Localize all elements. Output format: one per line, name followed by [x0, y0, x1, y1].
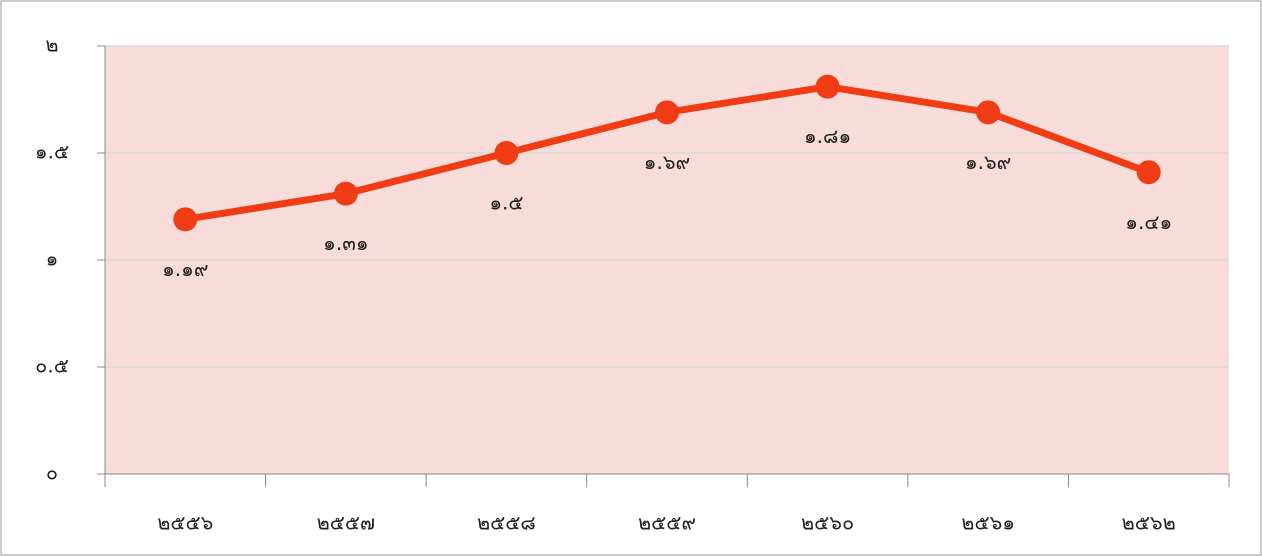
data-label: ๑.๖๙	[965, 150, 1011, 174]
x-tick-label: ๒๕๕๗	[317, 511, 376, 535]
data-point	[815, 74, 840, 99]
y-tick-label: ๐	[46, 461, 58, 485]
y-tick-label: ๐.๕	[35, 354, 69, 378]
x-tick-label: ๒๕๖๒	[1122, 511, 1176, 535]
x-tick-label: ๒๕๕๘	[477, 511, 536, 535]
x-tick-label: ๒๕๕๖	[157, 511, 213, 535]
data-label: ๑.๘๑	[804, 124, 851, 148]
data-label: ๑.๓๑	[323, 231, 368, 255]
data-point	[333, 181, 358, 206]
data-label: ๑.๕	[489, 191, 523, 215]
x-tick-label: ๒๕๖๐	[801, 511, 854, 535]
y-tick-label: ๑	[46, 247, 59, 271]
data-label: ๑.๑๙	[162, 257, 208, 281]
data-point	[976, 100, 1001, 125]
data-label: ๑.๖๙	[644, 150, 690, 174]
y-tick-label: ๑.๕	[35, 140, 69, 164]
x-tick-label: ๒๕๖๑	[961, 511, 1015, 535]
data-point	[173, 207, 198, 232]
data-point	[655, 100, 679, 125]
data-point	[494, 141, 519, 165]
y-tick-label: ๒	[45, 33, 58, 57]
data-label: ๑.๔๑	[1125, 210, 1172, 234]
data-point	[1136, 160, 1161, 185]
x-tick-label: ๒๕๕๙	[638, 511, 696, 535]
